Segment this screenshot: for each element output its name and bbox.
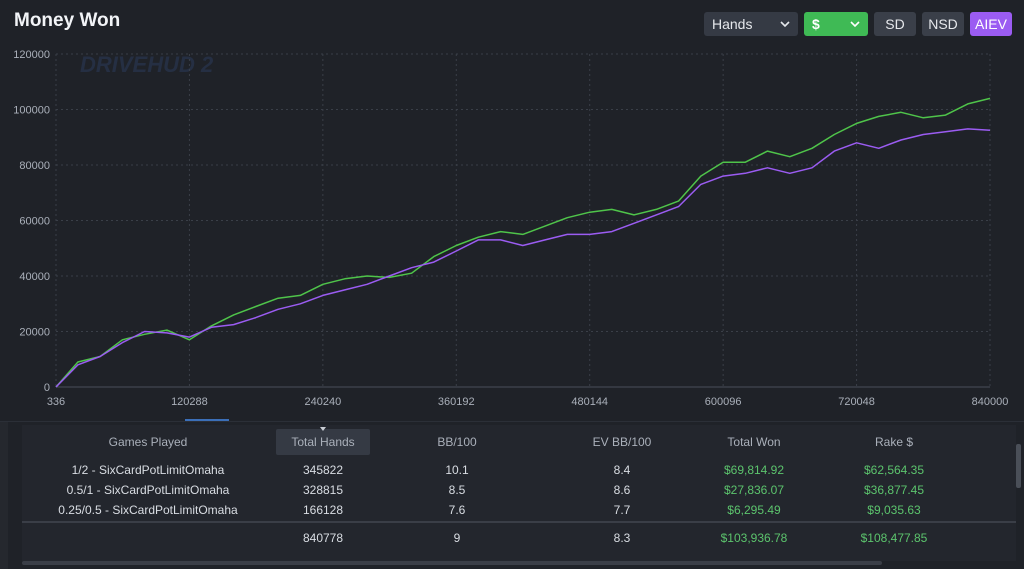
left-edge-strip [0, 422, 8, 569]
x-tick-label: 120288 [171, 396, 208, 408]
page-title: Money Won [14, 10, 121, 31]
column-header-total-hands-label: Total Hands [291, 435, 355, 449]
cell-games-played: 0.25/0.5 - SixCardPotLimitOmaha [58, 503, 238, 517]
won-series-line [55, 97, 991, 388]
cell-total-hands-total: 840778 [302, 531, 344, 545]
x-tick-label: 840000 [972, 396, 1009, 408]
cell-total-hands: 166128 [302, 503, 344, 517]
x-tick-label: 336 [47, 396, 65, 408]
ev-series-line [55, 128, 991, 388]
table-row[interactable]: 1/2 - SixCardPotLimitOmaha 345822 10.1 8… [22, 460, 1016, 480]
horizontal-scrollbar[interactable] [22, 561, 882, 565]
column-header-games-played[interactable]: Games Played [108, 435, 188, 449]
cell-rake: $36,877.45 [863, 483, 925, 497]
cell-ev-bb100: 8.6 [613, 483, 631, 497]
y-tick-label: 60000 [19, 216, 50, 228]
vertical-scrollbar[interactable] [1016, 444, 1021, 488]
sort-desc-icon [320, 427, 326, 431]
header-bar: Money Won Hands $ SD NSD AIEV [0, 0, 1024, 46]
cell-bb100: 7.6 [448, 503, 466, 517]
cell-ev-bb100: 8.4 [613, 463, 631, 477]
x-tick-label: 240240 [304, 396, 341, 408]
chevron-down-icon [780, 21, 790, 28]
x-axis-dropdown[interactable]: Hands [704, 12, 798, 36]
y-tick-label: 100000 [13, 105, 50, 117]
sd-button[interactable]: SD [874, 12, 916, 36]
table-header: Games Played Total Hands BB/100 EV BB/10… [22, 425, 1016, 459]
x-axis-dropdown-label: Hands [712, 16, 753, 32]
cell-games-played: 1/2 - SixCardPotLimitOmaha [71, 463, 225, 477]
cell-total-won: $69,814.92 [723, 463, 785, 477]
cell-total-hands: 328815 [302, 483, 344, 497]
cell-bb100: 8.5 [448, 483, 466, 497]
cell-ev-bb100-total: 8.3 [613, 531, 631, 545]
cell-ev-bb100: 7.7 [613, 503, 631, 517]
y-tick-label: 40000 [19, 271, 50, 283]
cell-total-won-total: $103,936.78 [720, 531, 788, 545]
chevron-down-icon [850, 21, 860, 28]
currency-dropdown[interactable]: $ [804, 12, 868, 36]
money-won-chart: DRIVEHUD 2 0 20000 40000 60000 80000 100000 12… [0, 46, 1024, 416]
table-row[interactable]: 0.25/0.5 - SixCardPotLimitOmaha 166128 7… [22, 500, 1016, 520]
x-tick-label: 720048 [838, 396, 875, 408]
cell-games-played: 0.5/1 - SixCardPotLimitOmaha [66, 483, 230, 497]
x-tick-label: 360192 [438, 396, 475, 408]
column-header-total-hands[interactable]: Total Hands [276, 427, 370, 455]
chart-svg: DRIVEHUD 2 0 20000 40000 60000 80000 100000 12… [13, 49, 1009, 408]
totals-divider [22, 521, 1016, 523]
currency-dropdown-label: $ [812, 16, 820, 32]
column-header-total-won[interactable]: Total Won [727, 435, 781, 449]
column-header-bb100[interactable]: BB/100 [437, 435, 477, 449]
cell-rake: $62,564.35 [863, 463, 925, 477]
cell-rake: $9,035.63 [867, 503, 921, 517]
cell-total-won: $6,295.49 [727, 503, 781, 517]
table-row[interactable]: 0.5/1 - SixCardPotLimitOmaha 328815 8.5 … [22, 480, 1016, 500]
tab-indicator [185, 419, 229, 421]
aiev-button[interactable]: AIEV [970, 12, 1012, 36]
y-tick-label: 80000 [19, 160, 50, 172]
cell-bb100-total: 9 [453, 531, 461, 545]
column-header-ev-bb100[interactable]: EV BB/100 [592, 435, 652, 449]
cell-bb100: 10.1 [445, 463, 469, 477]
watermark-logo: DRIVEHUD 2 [80, 52, 214, 77]
x-tick-label: 600096 [705, 396, 742, 408]
cell-rake-total: $108,477.85 [860, 531, 928, 545]
y-tick-label: 0 [44, 382, 50, 394]
x-tick-label: 480144 [571, 396, 608, 408]
totals-row: 840778 9 8.3 $103,936.78 $108,477.85 [22, 528, 1016, 548]
y-tick-label: 20000 [19, 327, 50, 339]
cell-total-won: $27,836.07 [723, 483, 785, 497]
nsd-button[interactable]: NSD [922, 12, 964, 36]
stats-table: Games Played Total Hands BB/100 EV BB/10… [22, 425, 1016, 561]
cell-games-played-total [42, 528, 254, 548]
divider [0, 421, 1024, 422]
y-tick-label: 120000 [13, 49, 50, 61]
chart-controls: Hands $ SD NSD AIEV [704, 12, 1012, 36]
cell-total-hands: 345822 [302, 463, 344, 477]
column-header-rake[interactable]: Rake $ [874, 435, 914, 449]
